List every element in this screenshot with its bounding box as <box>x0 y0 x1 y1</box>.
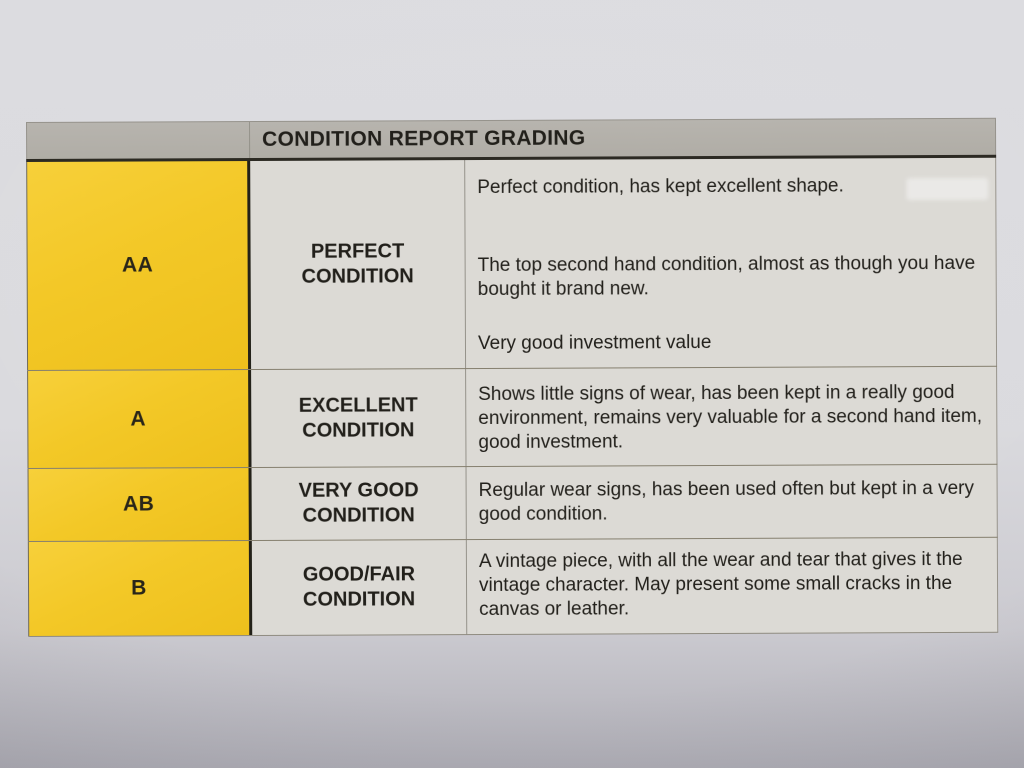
condition-label-cell-ab: VERY GOOD CONDITION <box>251 467 467 541</box>
table-row-ab: AB VERY GOOD CONDITION Regular wear sign… <box>27 463 998 541</box>
condition-label: PERFECT CONDITION <box>301 240 414 288</box>
condition-label: EXCELLENT CONDITION <box>298 393 418 442</box>
grade-label: A <box>130 406 147 431</box>
condition-label-cell-a: EXCELLENT CONDITION <box>251 369 467 468</box>
grade-cell-aa: AA <box>26 161 252 370</box>
description-paragraph: A vintage piece, with all the wear and t… <box>478 548 963 621</box>
grade-cell-ab: AB <box>27 468 252 541</box>
condition-label-cell-aa: PERFECT CONDITION <box>250 160 467 370</box>
condition-label: VERY GOOD CONDITION <box>298 479 419 527</box>
header-grade-column-spacer <box>27 122 251 159</box>
description-paragraph: Regular wear signs, has been used often … <box>478 477 975 526</box>
grade-label: AA <box>121 253 154 277</box>
table-title: CONDITION REPORT GRADING <box>262 126 586 151</box>
grade-cell-a: A <box>27 370 252 468</box>
description-cell-b: A vintage piece, with all the wear and t… <box>466 537 999 635</box>
description-paragraph: The top second hand condition, almost as… <box>477 252 976 301</box>
correction-fluid-patch <box>906 177 989 201</box>
table-body: AA PERFECT CONDITION Perfect condition, … <box>26 154 999 637</box>
table-row-a: A EXCELLENT CONDITION Shows little signs… <box>27 365 998 468</box>
condition-grading-table: CONDITION REPORT GRADING AA PERFECT COND… <box>26 117 999 637</box>
table-header-row: CONDITION REPORT GRADING <box>26 117 997 159</box>
description-cell-aa: Perfect condition, has kept excellent sh… <box>465 157 998 369</box>
grade-label: B <box>131 576 147 600</box>
description-cell-ab: Regular wear signs, has been used often … <box>466 464 998 540</box>
table-row-aa: AA PERFECT CONDITION Perfect condition, … <box>26 157 998 370</box>
description-paragraph: Very good investment value <box>477 332 712 355</box>
description-cell-a: Shows little signs of wear, has been kep… <box>466 366 998 467</box>
grade-label: AB <box>122 492 155 516</box>
table-row-b: B GOOD/FAIR CONDITION A vintage piece, w… <box>27 536 999 636</box>
grade-cell-b: B <box>27 541 253 636</box>
condition-label: GOOD/FAIR CONDITION <box>302 563 416 611</box>
description-paragraph: Shows little signs of wear, has been kep… <box>478 381 983 454</box>
condition-label-cell-b: GOOD/FAIR CONDITION <box>251 540 468 636</box>
